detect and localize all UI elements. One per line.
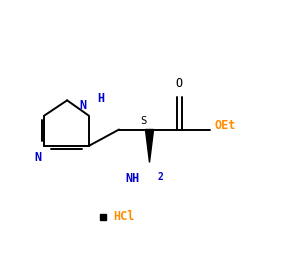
Text: N: N	[35, 151, 42, 164]
Text: NH: NH	[125, 172, 139, 185]
Polygon shape	[145, 130, 154, 162]
Text: O: O	[175, 77, 182, 90]
Text: 2: 2	[157, 172, 163, 182]
Text: H: H	[97, 92, 105, 105]
Text: S: S	[140, 116, 147, 126]
Text: OEt: OEt	[215, 119, 236, 132]
Text: N: N	[80, 99, 87, 112]
Text: HCl: HCl	[113, 211, 134, 224]
